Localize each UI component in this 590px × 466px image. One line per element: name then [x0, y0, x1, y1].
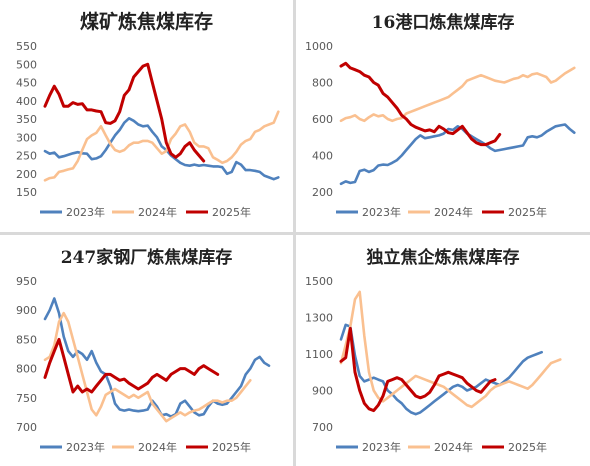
- chart-svg-1: 煤矿炼焦煤库存 150 200 250 300 350 400 450 500 550 2023年 2…: [16, 10, 280, 219]
- legend-label: 2024年: [138, 440, 177, 454]
- chart-title: 煤矿炼焦煤库存: [80, 10, 213, 33]
- y-tick-label: 300: [16, 131, 37, 144]
- chart-title: 独立焦企炼焦煤库存: [367, 247, 520, 268]
- chart-title: 247家钢厂炼焦煤库存: [61, 247, 233, 268]
- y-tick-label: 200: [16, 168, 37, 181]
- legend-label: 2025年: [508, 205, 547, 219]
- chart-panel-4: 独立焦企炼焦煤库存 700 900 1100 1300 1500 2023年 2024年 202…: [296, 235, 590, 466]
- y-tick-label: 1000: [305, 40, 333, 53]
- legend-label: 2025年: [508, 440, 547, 454]
- series-line-2024年: [43, 110, 280, 182]
- series-line-2025年: [43, 337, 220, 394]
- y-tick-label: 750: [16, 392, 37, 405]
- y-tick-label: 1100: [305, 348, 333, 361]
- series-line-2024年: [43, 311, 252, 423]
- chart-svg-3: 247家钢厂炼焦煤库存 700 750 800 850 900 950 2023年 2024年 2…: [16, 247, 271, 454]
- y-tick-label: 900: [16, 304, 37, 317]
- chart-svg-2: 16港口炼焦煤库存 200 400 600 800 1000 2023年 2024年 2025年: [305, 12, 576, 219]
- legend-label: 2023年: [66, 440, 105, 454]
- y-tick-label: 600: [312, 113, 333, 126]
- y-tick-label: 800: [16, 363, 37, 376]
- y-tick-label: 200: [312, 186, 333, 199]
- legend-label: 2025年: [212, 440, 251, 454]
- series-line-2023年: [339, 323, 543, 416]
- series-line-2023年: [339, 123, 576, 186]
- chart-panel-3: 247家钢厂炼焦煤库存 700 750 800 850 900 950 2023年 2024年 2…: [0, 235, 293, 466]
- y-tick-label: 250: [16, 150, 37, 163]
- y-tick-label: 800: [312, 77, 333, 90]
- series-line-2024年: [339, 290, 562, 409]
- chart-svg-4: 独立焦企炼焦煤库存 700 900 1100 1300 1500 2023年 2024年 202…: [305, 247, 562, 454]
- legend-label: 2023年: [362, 205, 401, 219]
- chart-title: 16港口炼焦煤库存: [372, 12, 515, 33]
- y-tick-label: 700: [16, 421, 37, 434]
- y-tick-label: 400: [16, 95, 37, 108]
- y-tick-label: 450: [16, 77, 37, 90]
- y-tick-label: 150: [16, 186, 37, 199]
- y-tick-label: 350: [16, 113, 37, 126]
- series-line-2025年: [339, 326, 497, 413]
- series-line-2023年: [43, 297, 271, 418]
- y-tick-label: 500: [16, 58, 37, 71]
- legend-label: 2023年: [66, 205, 105, 219]
- series-line-2025年: [339, 61, 502, 147]
- legend-label: 2023年: [362, 440, 401, 454]
- y-tick-label: 1500: [305, 275, 333, 288]
- series-line-2024年: [339, 66, 576, 123]
- y-tick-label: 550: [16, 40, 37, 53]
- legend-label: 2024年: [434, 205, 473, 219]
- y-tick-label: 950: [16, 275, 37, 288]
- y-tick-label: 700: [312, 421, 333, 434]
- legend-label: 2024年: [138, 205, 177, 219]
- y-tick-label: 400: [312, 150, 333, 163]
- y-tick-label: 850: [16, 333, 37, 346]
- series-line-2023年: [43, 117, 280, 181]
- legend-label: 2025年: [212, 205, 251, 219]
- chart-panel-2: 16港口炼焦煤库存 200 400 600 800 1000 2023年 2024年 2025年: [296, 0, 590, 232]
- chart-panel-1: 煤矿炼焦煤库存 150 200 250 300 350 400 450 500 550 2023年 2…: [0, 0, 293, 232]
- series-line-2025年: [43, 62, 206, 163]
- legend-label: 2024年: [434, 440, 473, 454]
- y-tick-label: 900: [312, 385, 333, 398]
- y-tick-label: 1300: [305, 312, 333, 325]
